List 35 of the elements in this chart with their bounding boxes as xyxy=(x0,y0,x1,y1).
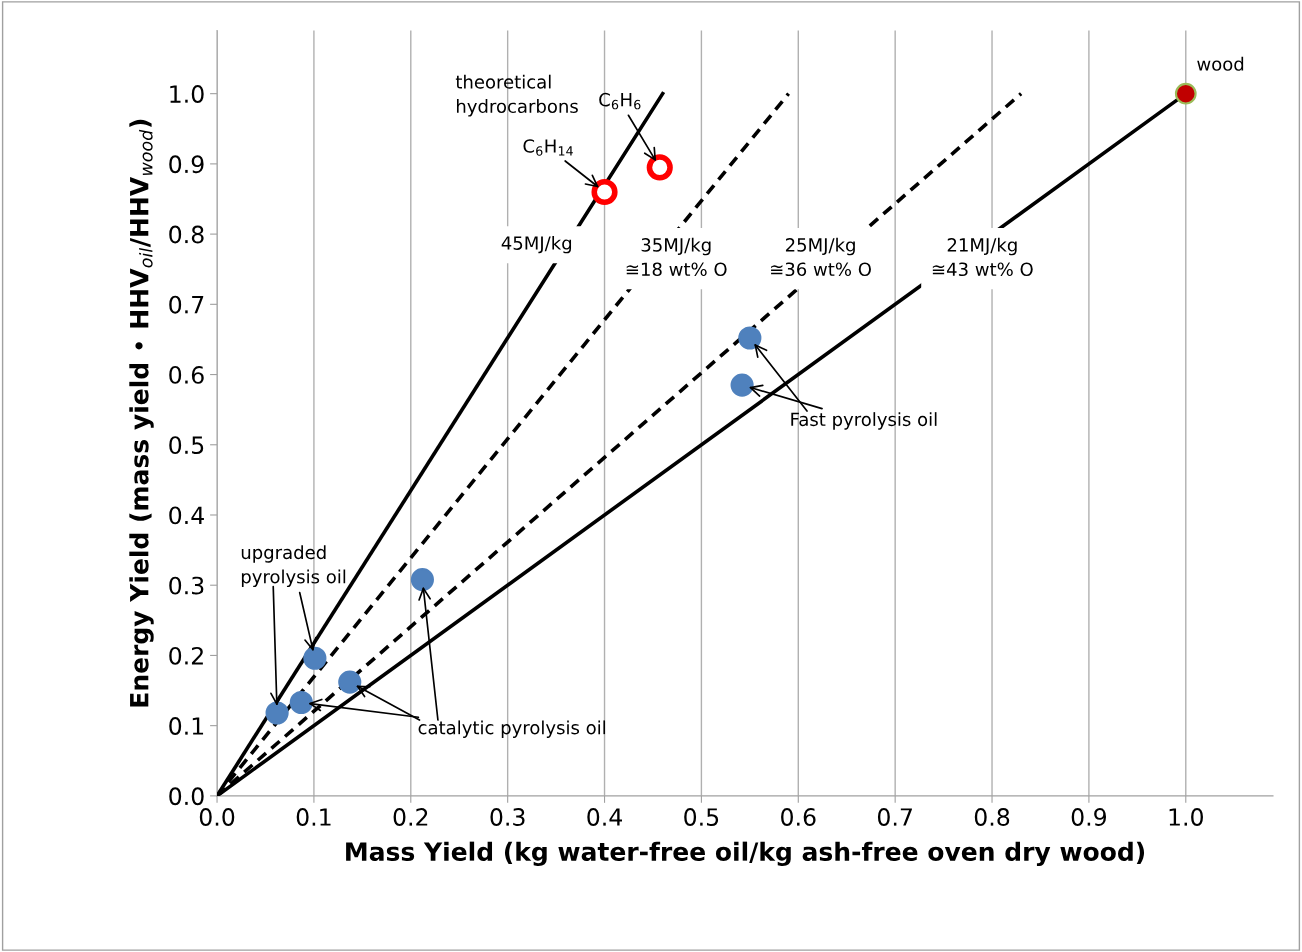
x-axis-title: Mass Yield (kg water-free oil/kg ash-free oven dry wood) xyxy=(346,841,1145,867)
x-tick-label: 0.4 xyxy=(587,808,622,826)
annotation: C$_{6}$H$_{14}$ xyxy=(523,139,573,156)
y-tick-label: 0.9 xyxy=(169,155,204,174)
x-tick-label: 0.3 xyxy=(490,808,525,826)
y-tick-label: 0.2 xyxy=(169,646,203,665)
annotation: theoretical hydrocarbons xyxy=(455,74,578,117)
y-axis-title: Energy Yield (mass yield • HHV$_{oil}$/HHV$_{wood}$) xyxy=(129,119,154,707)
x-tick-label: 0.0 xyxy=(199,808,235,826)
x-tick-label: 0.6 xyxy=(781,808,816,826)
x-tick-label: 0.9 xyxy=(1071,808,1107,826)
annotation: upgraded pyrolysis oil xyxy=(241,545,346,587)
annotation: 21MJ/kg ≅43 wt% O xyxy=(932,237,1033,277)
y-tick-label: 0.1 xyxy=(169,717,204,735)
annotation: 45MJ/kg xyxy=(501,235,572,254)
x-tick-label: 0.8 xyxy=(974,808,1010,826)
y-tick-label: 0.4 xyxy=(169,506,204,525)
annotation: 25MJ/kg ≅36 wt% O xyxy=(771,237,871,277)
x-tick-label: 0.7 xyxy=(877,808,912,826)
y-tick-label: 1.0 xyxy=(170,85,204,103)
annotation: wood xyxy=(1197,56,1244,71)
x-tick-label: 0.1 xyxy=(296,808,331,826)
x-tick-label: 0.5 xyxy=(684,808,719,826)
x-tick-label: 1.0 xyxy=(1169,808,1203,826)
y-tick-label: 0.0 xyxy=(169,787,204,806)
y-tick-label: 0.7 xyxy=(169,295,204,314)
y-tick-label: 0.8 xyxy=(169,225,204,244)
x-tick-label: 0.2 xyxy=(393,808,428,826)
annotation: C$_{6}$H$_{6}$ xyxy=(599,92,641,110)
y-tick-label: 0.3 xyxy=(169,576,204,595)
y-tick-label: 0.5 xyxy=(169,436,204,455)
annotation: Fast pyrolysis oil xyxy=(791,412,937,430)
annotation: catalytic pyrolysis oil xyxy=(418,720,606,738)
annotation: 35MJ/kg ≅18 wt% O xyxy=(626,237,727,277)
y-tick-label: 0.6 xyxy=(169,365,204,384)
